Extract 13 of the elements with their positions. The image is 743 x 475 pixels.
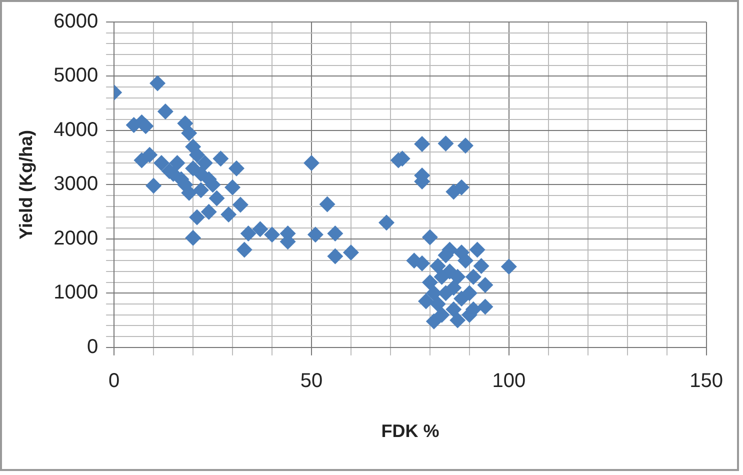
y-tick-label: 2000 [54, 227, 98, 250]
x-tick-label: 100 [492, 370, 526, 392]
y-tick-label: 3000 [54, 173, 98, 196]
x-tick-label: 0 [108, 370, 120, 392]
y-tick-label: 5000 [54, 64, 98, 87]
x-axis-title: FDK % [381, 421, 440, 442]
y-tick-label: 4000 [54, 118, 98, 141]
y-tick-label: 1000 [54, 282, 98, 304]
y-axis-title: Yield (Kg/ha) [16, 130, 36, 240]
y-tick-label: 0 [86, 336, 98, 358]
x-tick-label: 50 [300, 370, 323, 392]
x-tick-label: 150 [690, 370, 724, 392]
y-tick-label: 6000 [54, 10, 98, 33]
